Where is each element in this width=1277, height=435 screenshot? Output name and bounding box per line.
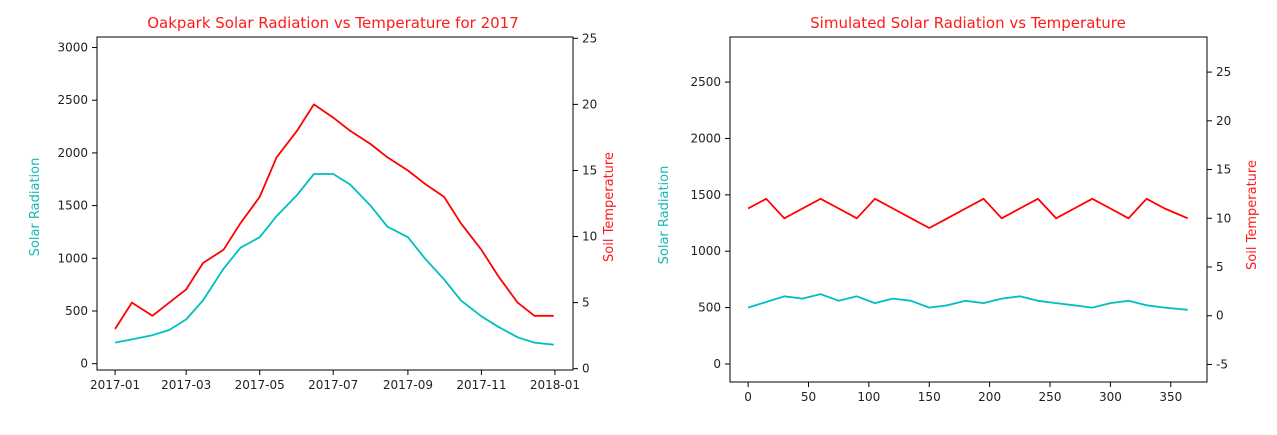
x-tick-label: 150 [918, 390, 941, 404]
chart-2-y-ticks: 0 500 1000 1500 2000 2500 [690, 75, 730, 371]
chart-1-y2label: Soil Temperature [602, 152, 617, 262]
x-tick-label: 100 [857, 390, 880, 404]
chart-2-y2-ticks: -5 0 5 10 15 20 25 [1207, 65, 1231, 371]
y-tick-label: 1500 [690, 188, 721, 202]
y-tick-label: 3000 [57, 41, 88, 55]
y2-tick-label: 0 [582, 362, 590, 376]
y2-tick-label: 20 [582, 97, 597, 111]
solar-radiation-line [114, 173, 554, 346]
y2-tick-label: 25 [582, 31, 597, 45]
x-tick-label: 2017-07 [308, 378, 358, 392]
x-tick-label: 2017-05 [235, 378, 285, 392]
chart-2: Simulated Solar Radiation vs Temperature… [657, 14, 1260, 404]
chart-1-y2-ticks: 0 5 10 15 20 25 [573, 31, 597, 376]
y2-tick-label: 0 [1216, 309, 1224, 323]
chart-1-title: Oakpark Solar Radiation vs Temperature f… [147, 14, 519, 32]
x-tick-label: 2017-09 [383, 378, 433, 392]
y-tick-label: 2500 [690, 75, 721, 89]
x-tick-label: 2017-11 [456, 378, 506, 392]
x-tick-label: 0 [744, 390, 752, 404]
x-tick-label: 300 [1099, 390, 1122, 404]
chart-2-x-ticks: 0 50 100 150 200 250 300 350 [744, 382, 1182, 404]
chart-1-y-ticks: 0 500 1000 1500 2000 2500 3000 [57, 41, 97, 371]
y-tick-label: 1000 [57, 251, 88, 265]
x-tick-label: 350 [1159, 390, 1182, 404]
x-tick-label: 50 [801, 390, 816, 404]
y2-tick-label: 5 [582, 296, 590, 310]
chart-2-y2label: Soil Temperature [1245, 160, 1260, 270]
chart-1: Oakpark Solar Radiation vs Temperature f… [28, 14, 617, 392]
y-tick-label: 0 [713, 357, 721, 371]
x-tick-label: 2017-03 [161, 378, 211, 392]
chart-1-series [114, 103, 554, 346]
y-tick-label: 2500 [57, 93, 88, 107]
y-tick-label: 500 [698, 301, 721, 315]
chart-1-x-ticks: 2017-01 2017-03 2017-05 2017-07 2017-09 2017-… [90, 370, 580, 392]
y-tick-label: 500 [65, 304, 88, 318]
chart-1-ylabel: Solar Radiation [28, 158, 43, 257]
y2-tick-label: 15 [1216, 163, 1231, 177]
y-tick-label: 1000 [690, 244, 721, 258]
y-tick-label: 1500 [57, 199, 88, 213]
soil-temperature-line [747, 197, 1189, 229]
y2-tick-label: 25 [1216, 65, 1231, 79]
chart-2-plot-frame [729, 36, 1208, 383]
x-tick-label: 2018-01 [530, 378, 580, 392]
y2-tick-label: 10 [1216, 211, 1231, 225]
chart-1-plot-frame [96, 36, 574, 371]
x-tick-label: 250 [1039, 390, 1062, 404]
chart-2-series [747, 197, 1189, 311]
y2-tick-label: 15 [582, 163, 597, 177]
x-tick-label: 2017-01 [90, 378, 140, 392]
y2-tick-label: -5 [1216, 357, 1228, 371]
y-tick-label: 0 [80, 357, 88, 371]
soil-temperature-line [114, 103, 554, 330]
solar-radiation-line [747, 293, 1188, 311]
y2-tick-label: 10 [582, 230, 597, 244]
chart-2-title: Simulated Solar Radiation vs Temperature [810, 14, 1126, 32]
y2-tick-label: 20 [1216, 114, 1231, 128]
x-tick-label: 200 [978, 390, 1001, 404]
y-tick-label: 2000 [690, 131, 721, 145]
y-tick-label: 2000 [57, 146, 88, 160]
y2-tick-label: 5 [1216, 260, 1224, 274]
chart-2-ylabel: Solar Radiation [657, 166, 672, 265]
